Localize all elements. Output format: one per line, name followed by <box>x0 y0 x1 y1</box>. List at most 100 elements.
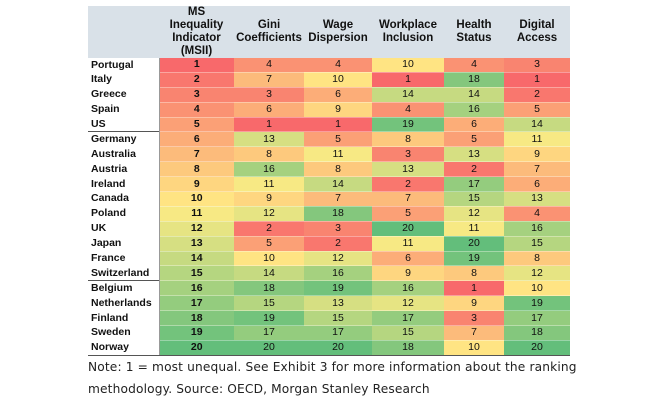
rank-cell: 18 <box>234 280 304 297</box>
footnote: Note: 1 = most unequal. See Exhibit 3 fo… <box>88 360 577 396</box>
country-label: Sweden <box>88 325 160 341</box>
msii-rank-cell: 13 <box>159 236 234 252</box>
table-body: Portugal 1 4 4 10 4 3 Italy 2 7 10 1 18 1 Greece 3 3 6 14 1… <box>88 58 570 356</box>
rank-cell: 3 <box>372 146 444 163</box>
country-label: Japan <box>88 236 160 252</box>
rank-cell: 7 <box>372 191 444 207</box>
table-row: Finland 18 19 15 17 3 17 <box>88 310 570 327</box>
rank-cell: 13 <box>444 146 504 163</box>
rank-cell: 9 <box>304 102 372 118</box>
country-label: UK <box>88 221 160 237</box>
country-label: Portugal <box>88 58 160 73</box>
rank-cell: 6 <box>444 117 504 133</box>
rank-cell: 11 <box>234 176 304 193</box>
country-label: Poland <box>88 206 160 222</box>
rank-cell: 14 <box>444 87 504 103</box>
msii-rank-cell: 5 <box>159 117 234 133</box>
msii-rank-cell: 1 <box>159 58 234 73</box>
table-row: Austria 8 16 8 13 2 7 <box>88 161 570 178</box>
rank-cell: 11 <box>372 236 444 252</box>
rank-cell: 10 <box>504 280 570 297</box>
table-row: Spain 4 6 9 4 16 5 <box>88 102 570 118</box>
rank-cell: 1 <box>504 72 570 88</box>
country-label: Greece <box>88 87 160 103</box>
country-label: Canada <box>88 191 160 207</box>
rank-cell: 8 <box>372 131 444 148</box>
rank-cell: 3 <box>304 221 372 237</box>
msii-rank-cell: 4 <box>159 102 234 118</box>
rank-cell: 10 <box>444 340 504 356</box>
rank-cell: 1 <box>372 72 444 88</box>
rank-cell: 12 <box>504 265 570 282</box>
rank-cell: 15 <box>304 310 372 327</box>
rank-cell: 6 <box>504 176 570 193</box>
table-row: Poland 11 12 18 5 12 4 <box>88 206 570 222</box>
rank-cell: 15 <box>444 191 504 207</box>
table-row: Switzerland 15 14 16 9 8 12 <box>88 265 570 282</box>
table-row: France 14 10 12 6 19 8 <box>88 251 570 267</box>
country-column-header <box>88 6 159 58</box>
rank-cell: 15 <box>234 295 304 312</box>
rank-cell: 1 <box>234 117 304 133</box>
rank-cell: 16 <box>234 161 304 178</box>
rank-cell: 20 <box>504 340 570 356</box>
rank-cell: 5 <box>304 131 372 148</box>
rank-cell: 3 <box>444 310 504 327</box>
country-label: Switzerland <box>88 265 160 281</box>
rank-cell: 1 <box>304 117 372 133</box>
rank-cell: 9 <box>234 191 304 207</box>
msii-rank-cell: 17 <box>159 295 234 312</box>
rank-cell: 18 <box>372 340 444 356</box>
rank-cell: 5 <box>234 236 304 252</box>
rank-cell: 13 <box>504 191 570 207</box>
country-label: Netherlands <box>88 295 160 311</box>
rank-cell: 18 <box>504 325 570 341</box>
country-label: Finland <box>88 310 160 326</box>
rank-cell: 19 <box>304 280 372 297</box>
rank-cell: 12 <box>234 206 304 222</box>
country-label: Germany <box>88 131 160 147</box>
msii-rank-cell: 19 <box>159 325 234 341</box>
rank-cell: 12 <box>444 206 504 222</box>
rank-cell: 10 <box>304 72 372 88</box>
rank-cell: 18 <box>304 206 372 222</box>
rank-cell: 12 <box>304 251 372 267</box>
rank-cell: 20 <box>234 340 304 356</box>
rank-cell: 4 <box>304 58 372 73</box>
rank-cell: 18 <box>444 72 504 88</box>
column-header: Health Status <box>444 6 504 58</box>
rank-cell: 2 <box>234 221 304 237</box>
table-row: Portugal 1 4 4 10 4 3 <box>88 58 570 73</box>
rank-cell: 7 <box>304 191 372 207</box>
rank-cell: 9 <box>504 146 570 163</box>
rank-cell: 8 <box>444 265 504 282</box>
rank-cell: 15 <box>372 325 444 341</box>
rank-cell: 5 <box>504 102 570 118</box>
rank-cell: 17 <box>304 325 372 341</box>
rank-cell: 6 <box>234 102 304 118</box>
rank-cell: 16 <box>504 221 570 237</box>
rank-cell: 5 <box>444 131 504 148</box>
msii-rank-cell: 10 <box>159 191 234 207</box>
country-label: Norway <box>88 340 160 356</box>
rank-cell: 6 <box>372 251 444 267</box>
rank-cell: 6 <box>304 87 372 103</box>
column-header: Gini Coefficients <box>234 6 304 58</box>
rank-cell: 17 <box>234 325 304 341</box>
rank-cell: 17 <box>504 310 570 327</box>
rank-cell: 20 <box>444 236 504 252</box>
column-header: Digital Access <box>504 6 570 58</box>
table-row: Italy 2 7 10 1 18 1 <box>88 72 570 88</box>
msii-rank-cell: 2 <box>159 72 234 88</box>
rank-cell: 20 <box>372 221 444 237</box>
rank-cell: 15 <box>504 236 570 252</box>
rank-cell: 20 <box>304 340 372 356</box>
msii-rank-cell: 12 <box>159 221 234 237</box>
rank-cell: 19 <box>234 310 304 327</box>
rank-cell: 11 <box>504 131 570 148</box>
table-row: Greece 3 3 6 14 14 2 <box>88 87 570 103</box>
rank-cell: 13 <box>372 161 444 178</box>
rank-cell: 19 <box>372 117 444 133</box>
rank-cell: 3 <box>234 87 304 103</box>
msii-rank-cell: 16 <box>159 280 234 297</box>
